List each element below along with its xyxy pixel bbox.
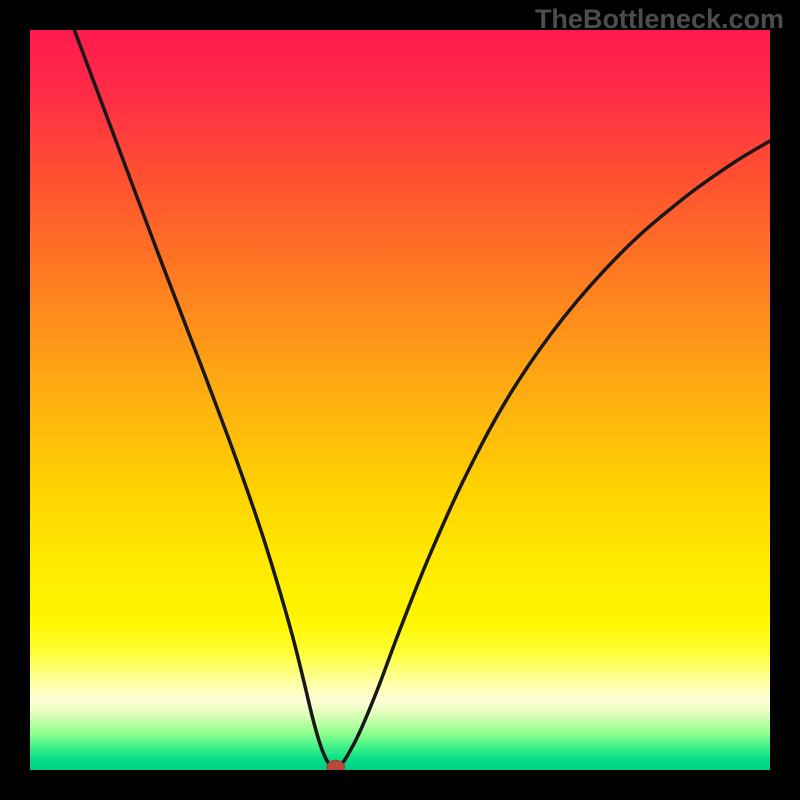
watermark-text: TheBottleneck.com [535,4,784,35]
chart-container: TheBottleneck.com [0,0,800,800]
plot-area [30,30,770,770]
